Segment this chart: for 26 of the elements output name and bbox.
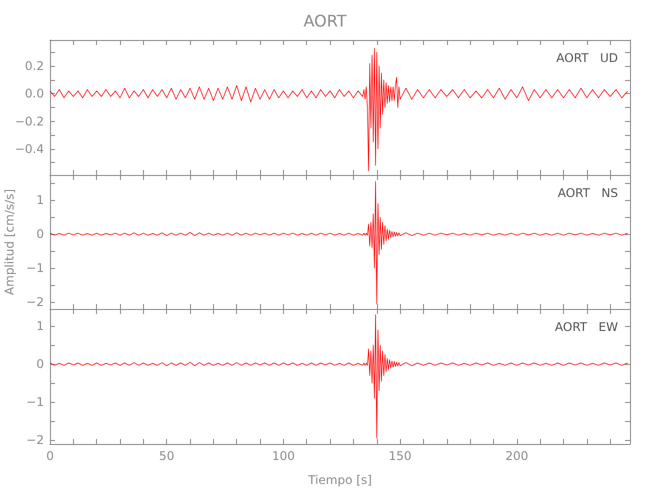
y-tick-label: 1 bbox=[36, 193, 44, 208]
x-axis-title: Tiempo [s] bbox=[307, 473, 372, 487]
y-tick-label: 0.0 bbox=[24, 86, 44, 101]
y-tick-label: −0.2 bbox=[14, 114, 44, 128]
y-axis-title: Amplitud [cm/s/s] bbox=[2, 188, 16, 296]
line-series bbox=[50, 314, 628, 439]
annotation: AORT EW bbox=[554, 320, 618, 334]
y-tick-label: −1 bbox=[26, 261, 44, 276]
line-series bbox=[50, 181, 628, 304]
x-tick-label: 200 bbox=[505, 449, 528, 463]
annotation: AORT NS bbox=[558, 186, 618, 200]
x-tick-label: 100 bbox=[272, 449, 295, 463]
y-tick-label: −1 bbox=[26, 395, 44, 410]
y-tick-label: 1 bbox=[36, 319, 44, 334]
line-series bbox=[50, 48, 628, 172]
x-tick-label: 150 bbox=[388, 449, 412, 463]
y-tick-label: 0.2 bbox=[24, 59, 44, 74]
y-tick-label: −2 bbox=[26, 295, 44, 310]
chart-title: AORT bbox=[304, 12, 347, 30]
y-tick-label: −0.4 bbox=[14, 142, 44, 156]
x-tick-label: 50 bbox=[159, 449, 174, 463]
y-tick-label: −2 bbox=[26, 433, 44, 448]
y-tick-label: 0 bbox=[36, 357, 44, 372]
y-tick-label: 0 bbox=[36, 227, 44, 242]
annotation: AORT UD bbox=[556, 51, 618, 65]
x-tick-label: 0 bbox=[46, 449, 54, 463]
